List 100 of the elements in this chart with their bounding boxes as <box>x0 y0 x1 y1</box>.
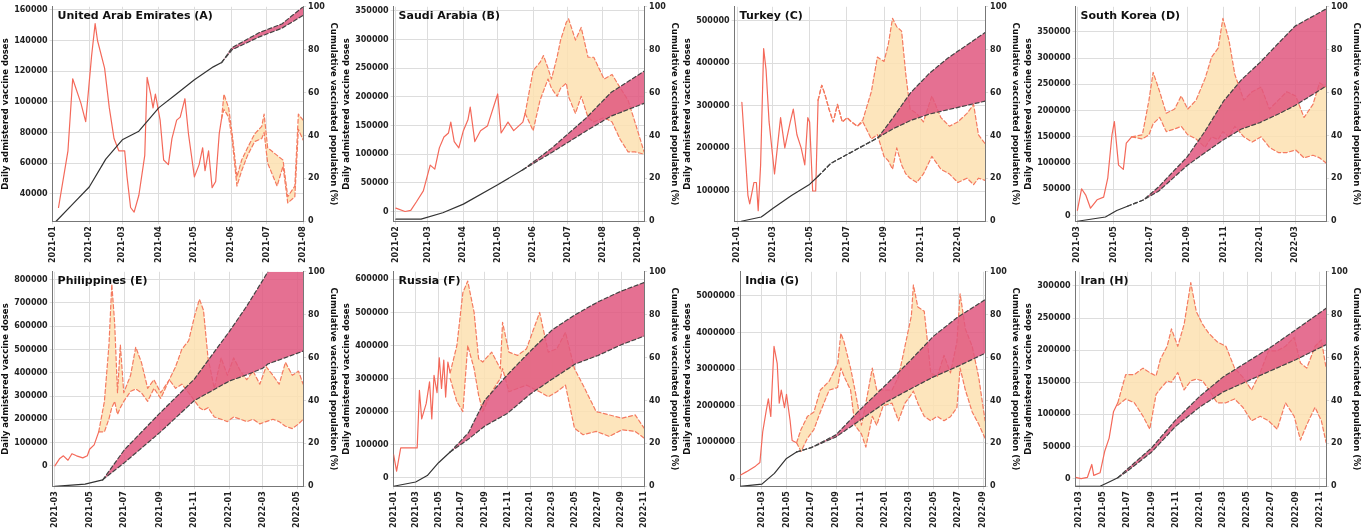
y-tick-label: 1000000 <box>696 437 736 447</box>
y2-axis-title: Cumulative vaccinated population (%) <box>328 287 339 471</box>
x-tick-label: 2022-09 <box>978 490 988 528</box>
y-tick-label: 50000 <box>360 177 390 187</box>
y-tick-label: 200000 <box>696 143 731 153</box>
x-tick-label: 2021-03 <box>1074 491 1084 528</box>
x-tick-label: 2021-09 <box>154 490 164 528</box>
y-tick-label: 0 <box>383 472 390 482</box>
y-tick-label: 2000000 <box>696 400 736 410</box>
x-tick-label: 2022-05 <box>570 490 580 528</box>
x-tick-label: 2022-11 <box>639 490 649 528</box>
y2-axis-title: Cumulative vaccinated population (%) <box>1351 287 1362 471</box>
y-tick-label: 300000 <box>355 373 390 383</box>
y-tick-label: 200000 <box>1037 345 1072 355</box>
x-tick-label: 2021-05 <box>189 225 199 263</box>
y2-tick-label: 40 <box>1331 395 1343 405</box>
y2-tick-label: 100 <box>990 266 1008 276</box>
y2-tick-label: 80 <box>1331 44 1343 54</box>
y2-axis-title: Cumulative vaccinated population (%) <box>669 287 680 471</box>
y-tick-label: 700000 <box>14 298 49 308</box>
y-tick-label: 300000 <box>1037 53 1072 63</box>
x-tick-label: 2022-01 <box>952 225 962 263</box>
x-tick-label: 2021-07 <box>456 491 466 528</box>
y-tick-label: 100000 <box>355 149 390 159</box>
y2-tick-label: 60 <box>1331 87 1343 97</box>
x-tick-label: 2021-09 <box>479 490 489 528</box>
y-tick-label: 100000 <box>14 96 49 106</box>
y-tick-label: 200000 <box>14 414 49 424</box>
x-tick-label: 2021-07 <box>1145 226 1155 263</box>
y-tick-label: 40000 <box>19 188 49 198</box>
x-tick-label: 2021-03 <box>757 491 766 528</box>
y-axis-title: Daily admistered vaccine doses <box>1023 38 1034 190</box>
y-tick-label: 100000 <box>1037 158 1072 168</box>
x-tick-label: 2021-05 <box>1108 225 1118 263</box>
x-tick-label: 2021-11 <box>1218 225 1228 263</box>
x-tick-label: 2021-02 <box>390 226 400 263</box>
y2-tick-label: 60 <box>990 352 1002 362</box>
y-tick-label: 600000 <box>355 274 390 284</box>
y2-tick-label: 100 <box>649 1 667 11</box>
y-tick-label: 150000 <box>355 120 390 130</box>
y-tick-label: 300000 <box>1037 281 1072 291</box>
y-tick-label: 350000 <box>1037 27 1072 37</box>
chart-title: Turkey (C) <box>739 9 803 23</box>
y-tick-label: 3000000 <box>696 364 736 374</box>
x-tick-label: 2021-01 <box>47 225 57 263</box>
y-tick-label: 100000 <box>696 186 731 196</box>
x-tick-label: 2021-03 <box>410 491 420 528</box>
y2-tick-label: 60 <box>1331 352 1343 362</box>
y-tick-label: 200000 <box>355 406 390 416</box>
x-tick-label: 2022-03 <box>1290 226 1300 263</box>
x-tick-label: 2021-05 <box>781 490 791 528</box>
x-tick-label: 2022-05 <box>1242 490 1252 528</box>
y-axis-title: Daily admistered vaccine doses <box>682 38 693 190</box>
x-tick-label: 2021-08 <box>298 225 308 263</box>
y-axis-title: Daily admistered vaccine doses <box>1023 303 1034 455</box>
y-tick-label: 100000 <box>355 439 390 449</box>
y2-tick-label: 0 <box>1331 216 1338 226</box>
x-tick-label: 2022-07 <box>953 491 963 528</box>
y2-tick-label: 0 <box>1331 481 1338 491</box>
y2-tick-label: 20 <box>308 173 320 183</box>
y2-tick-label: 60 <box>649 352 661 362</box>
x-tick-label: 2021-07 <box>806 491 816 528</box>
x-tick-label: 2022-03 <box>547 491 557 528</box>
x-tick-label: 2021-06 <box>226 225 236 263</box>
x-tick-label: 2022-05 <box>928 490 938 528</box>
y-tick-label: 250000 <box>1037 79 1072 89</box>
chart-title: India (G) <box>745 274 800 288</box>
y-tick-label: 150000 <box>1037 131 1072 141</box>
y-tick-label: 300000 <box>696 100 731 110</box>
y2-tick-label: 100 <box>990 1 1008 11</box>
x-tick-label: 2021-03 <box>117 226 127 263</box>
y-tick-label: 100000 <box>1037 409 1072 419</box>
y2-tick-label: 80 <box>308 44 320 54</box>
y-tick-label: 4000000 <box>696 327 736 337</box>
y2-tick-label: 0 <box>990 481 997 491</box>
x-tick-label: 2022-01 <box>1194 490 1204 528</box>
y2-tick-label: 40 <box>649 395 661 405</box>
x-tick-label: 2021-06 <box>528 225 538 263</box>
x-tick-label: 2022-03 <box>1218 491 1228 528</box>
chart-title: United Arab Emirates (A) <box>57 9 213 23</box>
y-tick-label: 50000 <box>1042 184 1072 194</box>
y2-tick-label: 40 <box>1331 130 1343 140</box>
y2-tick-label: 100 <box>1331 1 1349 11</box>
y-tick-label: 500000 <box>355 307 390 317</box>
y-tick-label: 500000 <box>696 15 731 25</box>
x-tick-label: 2021-11 <box>855 490 865 528</box>
y2-axis-title: Cumulative vaccinated population (%) <box>328 22 339 206</box>
x-tick-label: 2021-03 <box>767 226 777 263</box>
x-tick-label: 2022-11 <box>1314 490 1324 528</box>
y-tick-label: 50000 <box>1042 441 1072 451</box>
y-tick-label: 800000 <box>14 274 49 284</box>
x-tick-label: 2021-07 <box>261 226 271 263</box>
y2-tick-label: 80 <box>990 309 1002 319</box>
x-tick-label: 2022-07 <box>593 491 603 528</box>
x-tick-label: 2021-04 <box>458 225 468 263</box>
y-tick-label: 250000 <box>355 63 390 73</box>
y2-tick-label: 60 <box>649 87 661 97</box>
chart-title: Iran (H) <box>1080 274 1129 288</box>
x-tick-label: 2021-11 <box>502 490 512 528</box>
y-tick-label: 0 <box>383 206 390 216</box>
